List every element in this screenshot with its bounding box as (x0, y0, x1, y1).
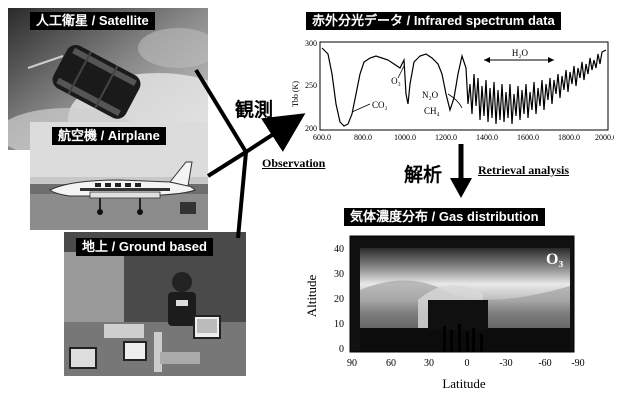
spectrum-xtick: 1400.0 (476, 133, 498, 142)
airplane-label: 航空機 / Airplane (52, 127, 166, 145)
gas-ytick: 40 (334, 244, 344, 255)
n2o-annotation: N₂O (422, 90, 439, 100)
spectrum-trace (321, 47, 607, 127)
gas-xtick: 90 (347, 358, 357, 369)
retrieval-en-label: Retrieval analysis (478, 163, 569, 177)
gas-ytick: 20 (334, 294, 344, 305)
observation-en-label: Observation (262, 156, 326, 170)
spectrum-ylabel: Tbb (K) (292, 81, 300, 107)
gas-xtick: -90 (571, 358, 584, 369)
gas-title: 気体濃度分布 / Gas distribution (344, 208, 545, 226)
o3-annotation: O₃ (391, 76, 401, 86)
gas-ytick: 10 (334, 319, 344, 330)
spectrum-xtick: 2000.0 (595, 133, 614, 142)
spectrum-ytick: 300 (305, 39, 317, 48)
spectrum-xtick: 1800.0 (558, 133, 580, 142)
gas-species-label: O₃ (546, 251, 563, 268)
spectrum-chart: 300 250 200 Tbb (K) 600.0 800.0 1000.0 1… (292, 39, 614, 142)
gas-xtick: 30 (424, 358, 434, 369)
ground-label: 地上 / Ground based (76, 238, 213, 256)
ground-photo (64, 232, 246, 376)
gas-ytick: 0 (339, 344, 344, 355)
spectrum-xtick: 1200.0 (435, 133, 457, 142)
observation-jp-label: 観測 (235, 99, 274, 121)
gas-ylabel: Altitude (304, 274, 319, 317)
spectrum-xtick: 1600.0 (517, 133, 539, 142)
gas-xtick: -30 (499, 358, 512, 369)
ch4-annotation: CH₄ (424, 106, 440, 116)
spectrum-xtick: 1000.0 (394, 133, 416, 142)
spectrum-ytick: 200 (305, 124, 317, 133)
satellite-label: 人工衛星 / Satellite (30, 12, 155, 30)
gas-xlabel: Latitude (442, 376, 486, 391)
gas-xtick: 0 (465, 358, 470, 369)
gas-xtick: -60 (538, 358, 551, 369)
co2-annotation: CO₂ (372, 100, 388, 110)
gas-ytick: 30 (334, 269, 344, 280)
spectrum-xtick: 600.0 (313, 133, 331, 142)
h2o-annotation: H₂O (512, 48, 529, 58)
spectrum-ytick: 250 (305, 81, 317, 90)
retrieval-jp-label: 解析 (404, 164, 443, 186)
spectrum-xtick: 800.0 (354, 133, 372, 142)
gas-chart: O₃ 40 30 20 10 0 Altitude 90 60 30 0 -30… (304, 235, 585, 391)
spectrum-title: 赤外分光データ / Infrared spectrum data (306, 12, 561, 30)
gas-xtick: 60 (386, 358, 396, 369)
